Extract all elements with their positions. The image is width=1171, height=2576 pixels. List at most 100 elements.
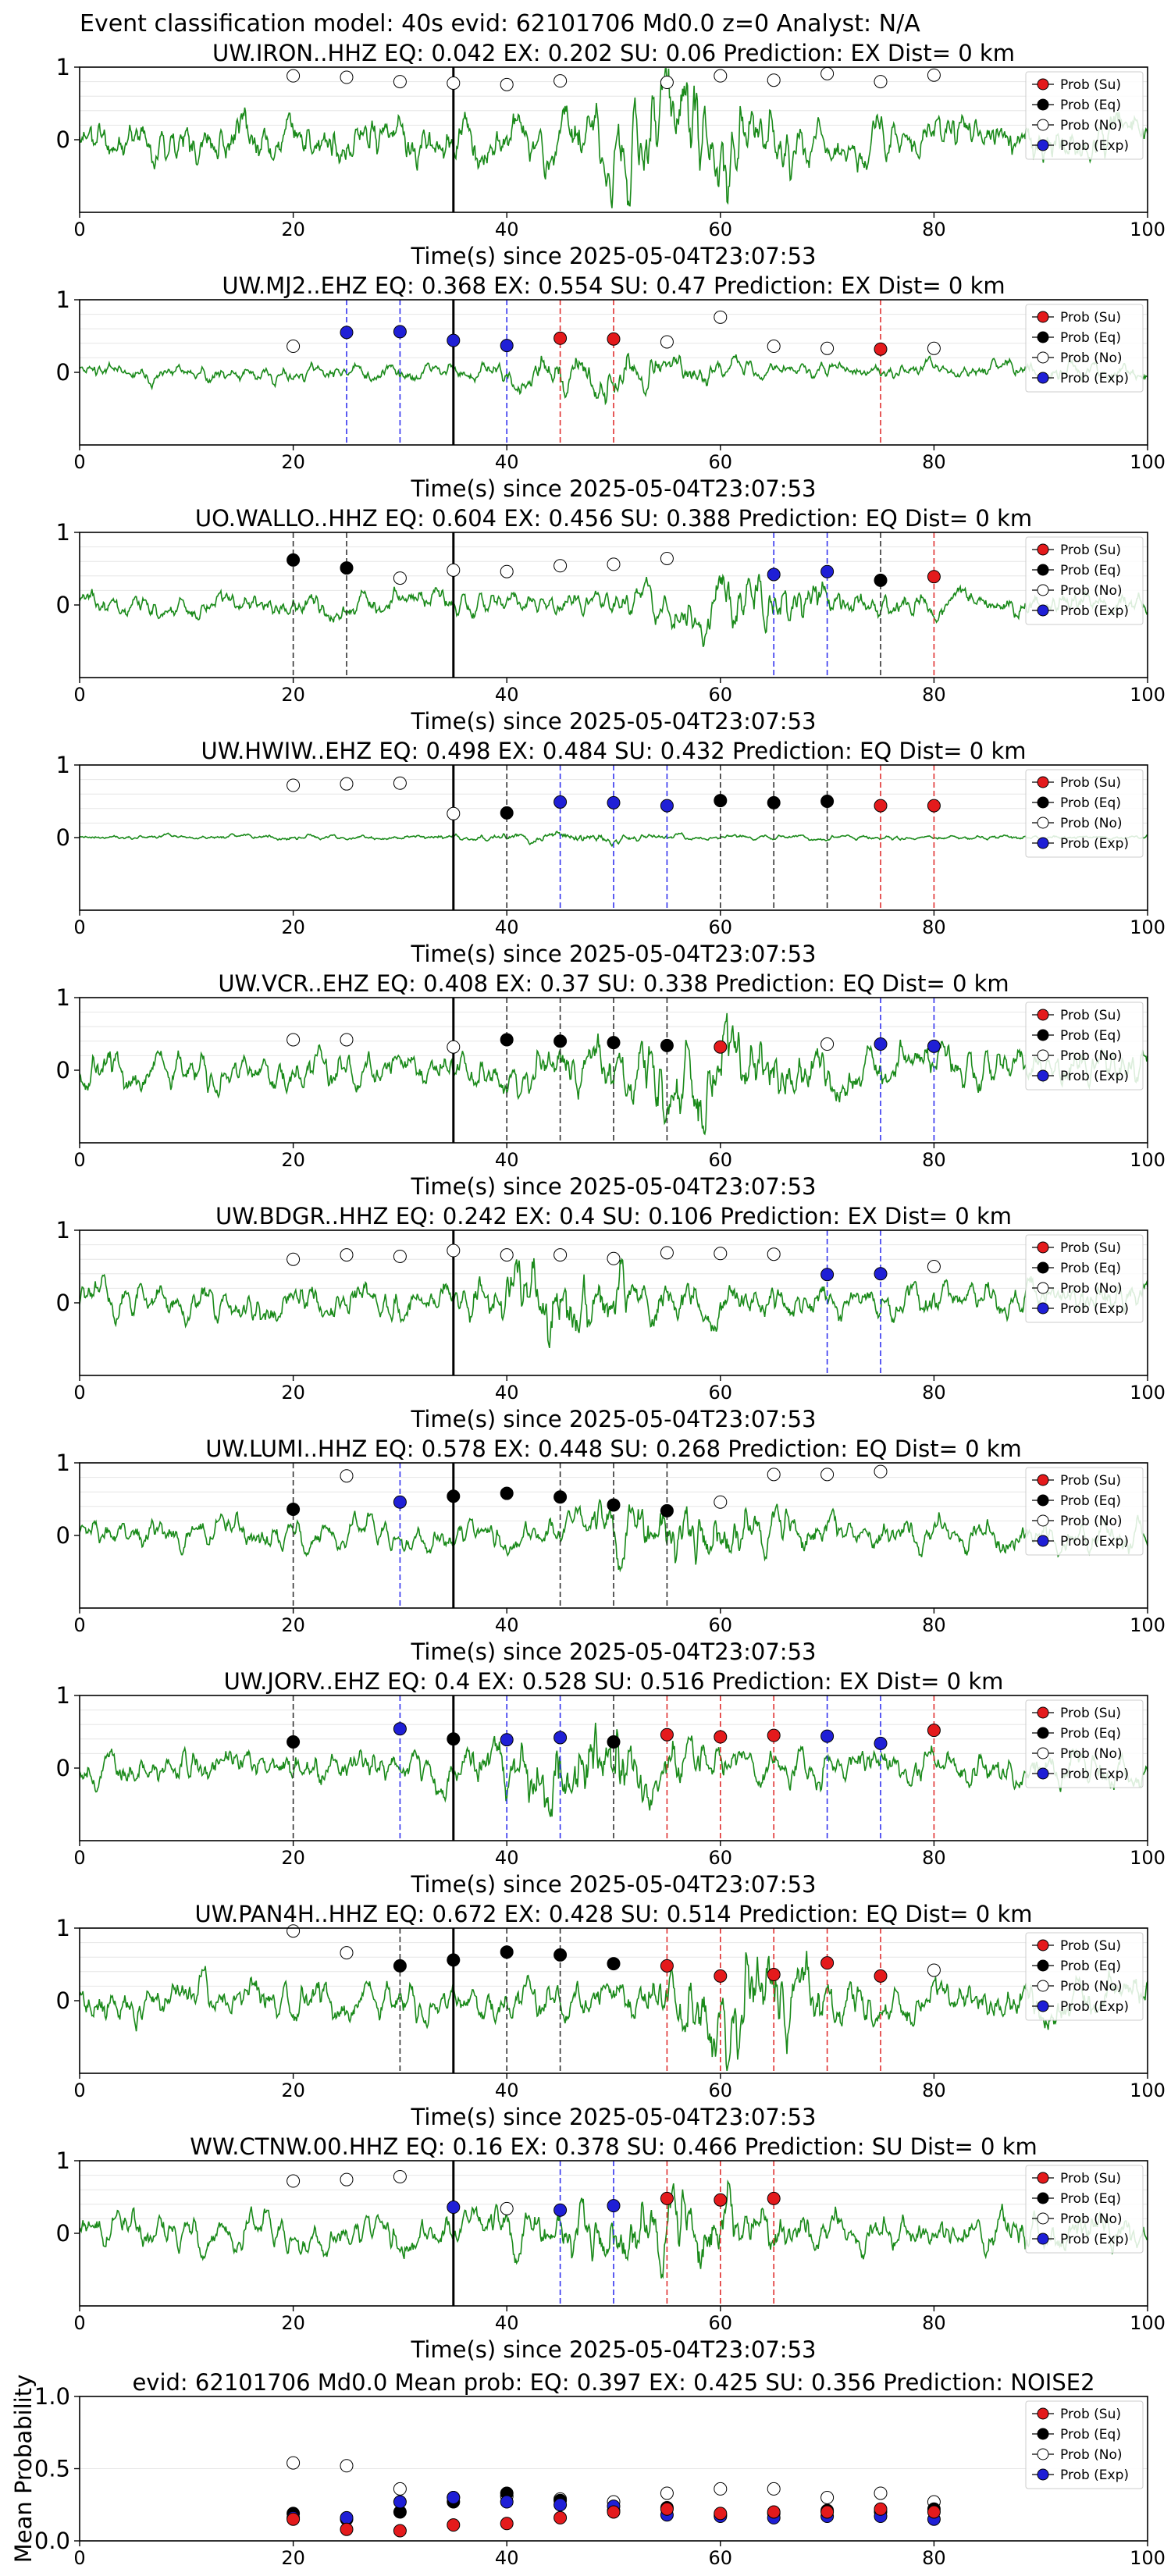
prob-point-no (393, 75, 407, 89)
y-tick-label: 1 (56, 752, 70, 778)
x-tick-label: 0 (73, 2312, 85, 2334)
prob-point-no (447, 76, 461, 90)
x-tick-label: 20 (281, 684, 305, 706)
x-axis-label: Time(s) since 2025-05-04T23:07:53 (411, 243, 817, 269)
waveform-line (79, 1012, 1148, 1136)
legend-label: Prob (Eq) (1060, 1028, 1121, 1044)
x-tick-label: 100 (1130, 219, 1166, 240)
x-tick-label: 100 (1130, 2312, 1166, 2334)
prob-point-su (660, 1959, 674, 1973)
y-tick-label: 0 (56, 1290, 70, 1316)
x-tick-label: 20 (281, 2080, 305, 2101)
panel-title: UW.LUMI..HHZ EQ: 0.578 EX: 0.448 SU: 0.2… (205, 1436, 1022, 1462)
prob-point-su (714, 1730, 728, 1744)
prob-point-no (287, 778, 301, 792)
legend-marker (1037, 372, 1049, 384)
x-tick-label: 60 (709, 916, 733, 938)
prob-point-no (714, 69, 728, 83)
legend-label: Prob (Exp) (1060, 603, 1129, 619)
legend-label: Prob (Eq) (1060, 563, 1121, 578)
legend-label: Prob (Exp) (1060, 2232, 1129, 2247)
panel-4: UW.HWIW..EHZ EQ: 0.498 EX: 0.484 SU: 0.4… (56, 738, 1166, 967)
prob-point-no (553, 1248, 568, 1262)
legend-label: Prob (No) (1060, 1048, 1123, 1064)
x-tick-label: 100 (1130, 2547, 1166, 2569)
legend-label: Prob (Exp) (1060, 1999, 1129, 2015)
legend-label: Prob (Exp) (1060, 371, 1129, 386)
legend-marker (1037, 2212, 1049, 2225)
prob-point-no (874, 75, 888, 89)
mean-point-su (607, 2505, 621, 2519)
legend-marker (1037, 78, 1049, 91)
x-tick-label: 0 (73, 684, 85, 706)
prob-point-eq (287, 553, 301, 567)
prob-point-eq (553, 1490, 568, 1504)
legend-label: Prob (Exp) (1060, 836, 1129, 852)
x-tick-label: 60 (709, 451, 733, 473)
prob-point-exp (500, 339, 514, 353)
x-tick-label: 20 (281, 1149, 305, 1171)
prob-point-eq (660, 1503, 674, 1517)
x-tick-label: 20 (281, 219, 305, 240)
legend-label: Prob (Exp) (1060, 1534, 1129, 1550)
legend-box (1025, 1467, 1144, 1556)
x-tick-label: 40 (495, 1149, 519, 1171)
prob-point-exp (393, 1495, 407, 1509)
prob-point-su (927, 570, 941, 584)
prob-point-exp (553, 2203, 568, 2217)
y-tick-label: 0 (56, 592, 70, 618)
mean-point-exp (553, 2498, 568, 2512)
prob-point-no (447, 1244, 461, 1258)
y-tick-label: 0 (56, 1522, 70, 1549)
prob-point-no (340, 777, 354, 791)
x-tick-label: 40 (495, 2312, 519, 2334)
x-tick-label: 0 (73, 1382, 85, 1404)
legend-label: Prob (No) (1060, 583, 1123, 599)
legend-marker (1037, 1282, 1049, 1294)
prob-point-no (927, 1963, 941, 1977)
x-tick-label: 40 (495, 2080, 519, 2101)
x-tick-label: 80 (922, 1382, 946, 1404)
prob-point-no (393, 1249, 407, 1263)
x-tick-label: 60 (709, 1382, 733, 1404)
prob-point-no (340, 1248, 354, 1262)
x-tick-label: 40 (495, 684, 519, 706)
prob-point-eq (607, 1036, 621, 1050)
y-tick-label: 0.0 (34, 2528, 70, 2554)
x-axis-label: Time(s) since 2025-05-04T23:07:53 (411, 2336, 817, 2363)
x-tick-label: 60 (709, 2312, 733, 2334)
legend-label: Prob (Eq) (1060, 98, 1121, 113)
y-tick-label: 1 (56, 519, 70, 546)
legend-box (1025, 304, 1144, 393)
mean-point-su (287, 2512, 301, 2526)
y-tick-label: 1 (56, 54, 70, 80)
prob-point-no (340, 70, 354, 84)
prob-point-no (287, 340, 301, 354)
mean-point-no (660, 2486, 674, 2500)
legend-label: Prob (No) (1060, 1514, 1123, 1529)
legend-marker (1037, 776, 1049, 788)
panel-9: UW.PAN4H..HHZ EQ: 0.672 EX: 0.428 SU: 0.… (56, 1901, 1166, 2130)
prob-point-exp (607, 2199, 621, 2213)
prob-point-no (340, 2172, 354, 2186)
legend-label: Prob (Su) (1060, 2407, 1121, 2422)
x-tick-label: 80 (922, 684, 946, 706)
prob-point-no (660, 551, 674, 565)
x-tick-label: 40 (495, 1382, 519, 1404)
prob-point-exp (447, 2201, 461, 2215)
prob-point-no (714, 1247, 728, 1261)
legend-marker (1037, 2428, 1049, 2440)
legend-marker (1037, 1261, 1049, 1274)
panel-2: UW.MJ2..EHZ EQ: 0.368 EX: 0.554 SU: 0.47… (56, 272, 1166, 502)
legend-marker (1037, 1767, 1049, 1780)
x-tick-label: 40 (495, 219, 519, 240)
y-tick-label: 0 (56, 1057, 70, 1083)
legend-label: Prob (Exp) (1060, 1767, 1129, 1782)
x-tick-label: 20 (281, 1614, 305, 1636)
prob-point-eq (607, 1735, 621, 1749)
x-tick-label: 100 (1130, 916, 1166, 938)
prob-point-eq (714, 794, 728, 808)
panel-title: UO.WALLO..HHZ EQ: 0.604 EX: 0.456 SU: 0.… (195, 505, 1032, 532)
x-tick-label: 60 (709, 1149, 733, 1171)
